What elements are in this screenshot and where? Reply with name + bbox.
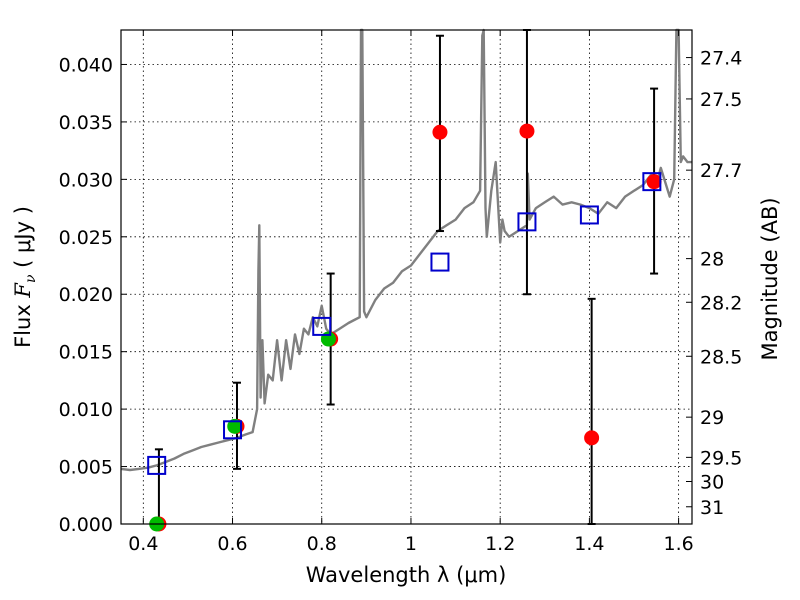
red-point [432,124,448,140]
model-square [579,205,599,225]
x-tick-label: 1.6 [664,533,694,555]
model-square [517,212,537,232]
spectrum-line [120,28,692,472]
green-point [227,418,243,434]
x-tick-label: 0.6 [217,533,247,555]
magnitude-axis-label: Magnitude (AB) [758,197,782,360]
red-points [151,123,662,532]
red-point [584,430,600,446]
y-tick-label: 0.010 [59,399,113,421]
magnitude-tick-label: 28 [700,249,724,271]
y-tick-label: 0.025 [59,227,113,249]
model-square [147,455,167,475]
model-square [430,252,450,272]
x-tick-label: 1.4 [574,533,604,555]
y-tick-label: 0.035 [59,112,113,134]
y-tick-label: 0.030 [59,169,113,191]
green-point [320,331,336,347]
magnitude-tick-label: 29.5 [700,447,742,469]
plot-frame [120,29,693,525]
model-square [642,172,662,192]
red-point [646,174,662,190]
y-tick-label: 0.020 [59,284,113,306]
x-axis-label: Wavelength λ (μm) [306,563,507,587]
magnitude-tick-label: 28.2 [700,292,742,314]
magnitude-tick-label: 31 [700,497,724,519]
magnitude-tick-label: 27.4 [700,48,742,70]
x-tick-label: 1.2 [485,533,515,555]
magnitude-tick-label: 30 [700,471,724,493]
y-axis-label: Flux Fν ( μJy ) [11,206,39,348]
magnitude-tick-label: 27.5 [700,89,742,111]
y-tick-label: 0.040 [59,54,113,76]
grid [121,30,692,525]
x-tick-label: 0.4 [128,533,158,555]
red-point [519,123,535,139]
x-axis: 0.4 0.6 0.8 1 1.2 1.4 1.6 [128,30,694,555]
y-tick-label: 0.015 [59,342,113,364]
magnitude-axis: 27.4 27.5 27.7 28 28.2 28.5 29 29.530 31 [686,48,742,519]
magnitude-tick-label: 27.7 [700,160,742,182]
magnitude-tick-label: 28.5 [700,346,742,368]
x-tick-label: 1 [405,533,417,555]
x-tick-label: 0.8 [307,533,337,555]
sed-spectrum [120,28,692,472]
model-square [312,316,332,336]
model-squares [147,172,662,475]
y-tick-label: 0.005 [59,457,113,479]
error-bars [154,29,659,525]
green-points [149,331,336,532]
y-axis: 0.000 0.005 0.010 0.015 0.020 0.025 0.030 0.035… [59,54,127,536]
y-tick-label: 0.000 [59,514,113,536]
model-square [223,420,243,440]
magnitude-tick-label: 29 [700,407,724,429]
